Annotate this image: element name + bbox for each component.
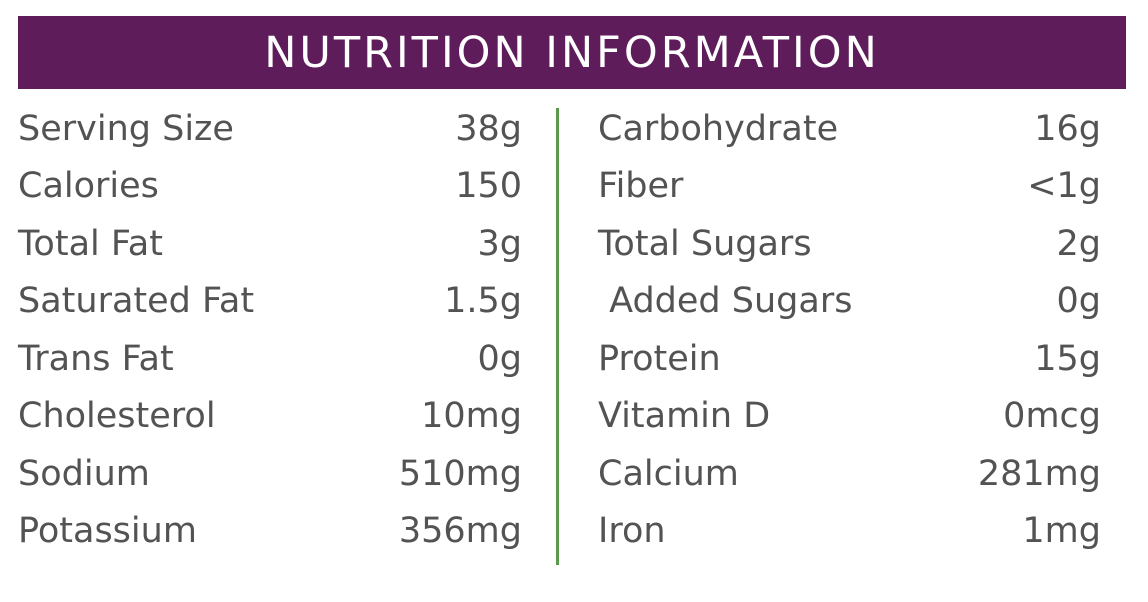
nutrient-row: Total Sugars 2g <box>598 215 1101 273</box>
nutrient-label: Serving Size <box>18 108 234 149</box>
nutrient-value: 1mg <box>1022 511 1101 552</box>
nutrient-value: 15g <box>1034 338 1101 379</box>
nutrient-row: Carbohydrate 16g <box>598 100 1101 158</box>
nutrient-row: Added Sugars 0g <box>598 273 1101 331</box>
nutrient-value: 38g <box>455 108 522 149</box>
nutrient-value: 3g <box>477 223 523 264</box>
nutrient-row: Cholesterol 10mg <box>18 388 522 446</box>
nutrient-row: Saturated Fat 1.5g <box>18 273 522 331</box>
nutrient-label: Protein <box>598 338 721 379</box>
nutrient-label: Trans Fat <box>18 338 174 379</box>
nutrient-row: Total Fat 3g <box>18 215 522 273</box>
nutrient-value: 0g <box>1056 281 1102 322</box>
nutrient-label: Calories <box>18 166 159 207</box>
nutrient-label: Sodium <box>18 453 150 494</box>
nutrient-value: 2g <box>1056 223 1102 264</box>
nutrient-value: 0g <box>477 338 523 379</box>
nutrient-value: 281mg <box>977 453 1101 494</box>
nutrient-value: 0mcg <box>1003 396 1101 437</box>
nutrient-row: Iron 1mg <box>598 503 1101 561</box>
nutrient-row: Serving Size 38g <box>18 100 522 158</box>
nutrient-label: Saturated Fat <box>18 281 255 322</box>
nutrient-label: Total Sugars <box>598 223 812 264</box>
right-column: Carbohydrate 16g Fiber <1g Total Sugars 2g Ad… <box>598 100 1101 560</box>
nutrient-label: Potassium <box>18 511 197 552</box>
page-title: NUTRITION INFORMATION <box>264 27 880 78</box>
nutrient-row: Sodium 510mg <box>18 445 522 503</box>
nutrient-row: Trans Fat 0g <box>18 330 522 388</box>
title-banner: NUTRITION INFORMATION <box>18 16 1126 89</box>
nutrient-label: Carbohydrate <box>598 108 839 149</box>
nutrient-label: Cholesterol <box>18 396 216 437</box>
nutrient-row: Calcium 281mg <box>598 445 1101 503</box>
nutrient-row: Protein 15g <box>598 330 1101 388</box>
nutrient-row: Calories 150 <box>18 158 522 216</box>
nutrient-label: Fiber <box>598 166 684 207</box>
nutrient-value: 356mg <box>398 511 522 552</box>
nutrient-label: Vitamin D <box>598 396 771 437</box>
nutrient-label: Total Fat <box>18 223 163 264</box>
nutrient-value: 10mg <box>421 396 522 437</box>
nutrient-value: 16g <box>1034 108 1101 149</box>
nutrient-label: Calcium <box>598 453 739 494</box>
nutrient-value: 1.5g <box>444 281 522 322</box>
left-column: Serving Size 38g Calories 150 Total Fat 3g Sat… <box>18 100 522 560</box>
column-divider <box>556 108 559 565</box>
nutrient-row: Potassium 356mg <box>18 503 522 561</box>
nutrient-value: 510mg <box>398 453 522 494</box>
nutrient-label: Added Sugars <box>598 281 853 322</box>
nutrient-value: 150 <box>455 166 522 207</box>
nutrient-row: Vitamin D 0mcg <box>598 388 1101 446</box>
nutrient-value: <1g <box>1027 166 1101 207</box>
nutrient-label: Iron <box>598 511 666 552</box>
nutrient-row: Fiber <1g <box>598 158 1101 216</box>
